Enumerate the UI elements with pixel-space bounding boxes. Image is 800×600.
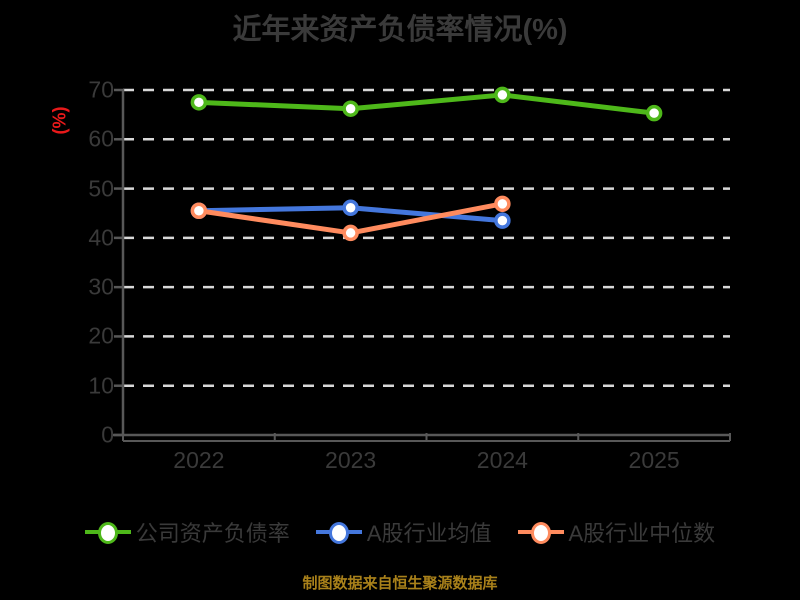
x-axis-ticks	[122, 433, 731, 442]
legend-dot-swatch	[97, 522, 118, 544]
data-point-1-2	[494, 212, 511, 229]
y-tick-label-40: 40	[88, 224, 114, 251]
y-tick-label-30: 30	[88, 273, 114, 300]
legend-marker-icon	[517, 520, 564, 544]
x-tick-label-2022: 2022	[173, 447, 225, 473]
data-point-2-0	[190, 202, 208, 219]
y-tick-label-60: 60	[88, 125, 114, 152]
chart-title: 近年来资产负债率情况(%)	[232, 14, 568, 46]
series-layer	[190, 86, 663, 242]
y-tick-label-20: 20	[88, 322, 114, 349]
legend-marker-icon	[315, 520, 362, 544]
y-tick-label-0: 0	[101, 421, 114, 448]
y-tick-label-50: 50	[88, 175, 114, 202]
source-note: 制图数据来自恒生聚源数据库	[302, 575, 498, 592]
data-point-0-0	[190, 94, 208, 111]
legend-item-1[interactable]: A股行业均值	[315, 516, 492, 548]
x-tick-label-2024: 2024	[476, 447, 528, 473]
gridlines	[123, 88, 730, 387]
series-line-0	[196, 92, 657, 116]
legend-label: A股行业中位数	[568, 521, 716, 546]
legend-item-2[interactable]: A股行业中位数	[517, 516, 716, 548]
y-axis-tick-labels: 0 10 20 30 40 50 60 70	[68, 0, 114, 600]
y-tick-label-10: 10	[88, 372, 114, 399]
axis-lines	[113, 88, 730, 437]
legend-dot-swatch	[530, 522, 551, 544]
legend-marker-icon	[84, 520, 131, 544]
data-point-0-2	[494, 86, 511, 104]
data-point-2-1	[342, 224, 359, 242]
chart-legend: 公司资产负债率 A股行业均值 A股行业中位数	[0, 516, 800, 548]
x-tick-label-2023: 2023	[325, 447, 377, 473]
y-tick-label-70: 70	[88, 76, 114, 103]
data-point-0-1	[342, 100, 359, 117]
legend-label: 公司资产负债率	[135, 521, 290, 546]
legend-dot-swatch	[328, 522, 349, 544]
legend-item-0[interactable]: 公司资产负债率	[84, 516, 290, 548]
data-point-1-1	[342, 199, 359, 217]
legend-label: A股行业均值	[366, 521, 492, 546]
data-point-2-2	[494, 195, 511, 213]
data-point-0-3	[645, 104, 663, 122]
x-tick-label-2025: 2025	[628, 447, 680, 473]
